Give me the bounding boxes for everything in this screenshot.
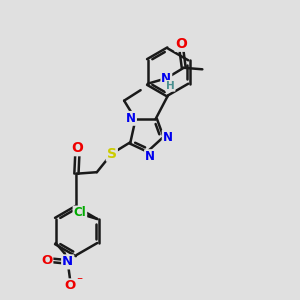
- Text: O: O: [64, 279, 76, 292]
- Text: N: N: [126, 112, 136, 125]
- Text: S: S: [107, 147, 117, 160]
- Text: Cl: Cl: [74, 206, 86, 220]
- Text: O: O: [41, 254, 52, 267]
- Text: N: N: [163, 130, 173, 144]
- Text: N: N: [161, 72, 171, 85]
- Text: O: O: [71, 141, 83, 155]
- Text: O: O: [176, 37, 187, 51]
- Text: ⁻: ⁻: [77, 275, 83, 288]
- Text: H: H: [166, 81, 175, 91]
- Text: N: N: [145, 150, 155, 163]
- Text: N: N: [62, 255, 73, 268]
